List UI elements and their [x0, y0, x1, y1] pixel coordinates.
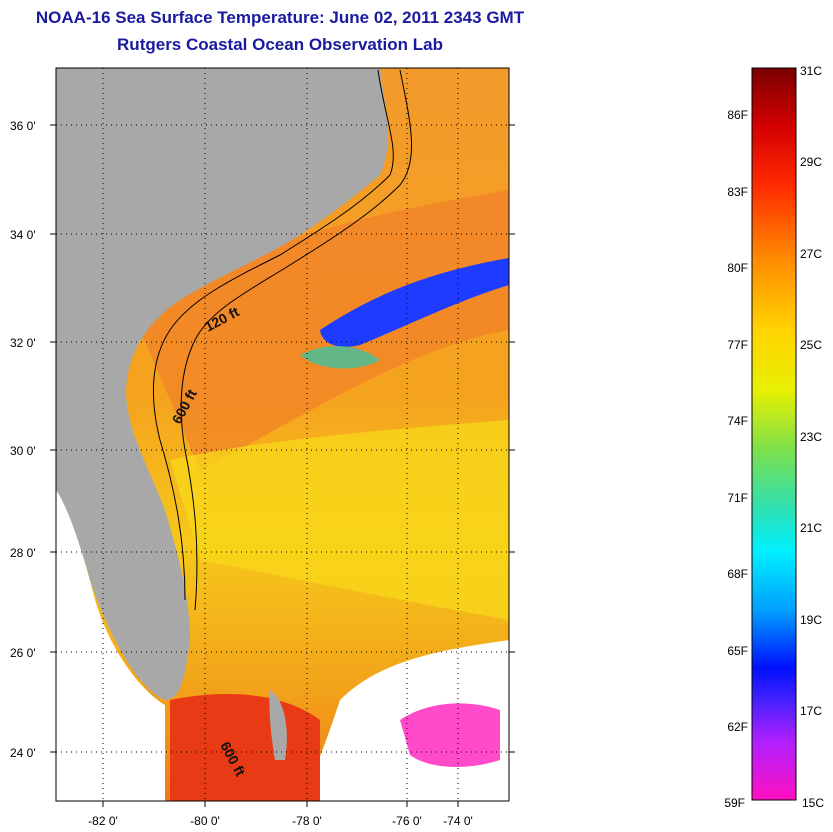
cbar-c-17: 17C [800, 704, 822, 718]
map-border [55, 67, 510, 802]
cbar-f-59: 59F [724, 796, 745, 810]
map-subtitle: Rutgers Coastal Ocean Observation Lab [117, 35, 443, 54]
cbar-f-80: 80F [727, 261, 748, 275]
lat-label-36: 36 0' [10, 119, 36, 133]
cbar-c-29: 29C [800, 155, 822, 169]
lon-label-82: -82 0' [88, 814, 118, 828]
island [269, 690, 287, 760]
cbar-f-83: 83F [727, 185, 748, 199]
lat-label-34: 34 0' [10, 228, 36, 242]
lon-label-74: -74 0' [443, 814, 473, 828]
lon-label-78: -78 0' [292, 814, 322, 828]
lat-label-32: 32 0' [10, 336, 36, 350]
colorbar [751, 67, 797, 801]
gulf-no-data [56, 490, 165, 801]
cbar-f-86: 86F [727, 108, 748, 122]
cbar-c-21: 21C [800, 521, 822, 535]
lat-label-28: 28 0' [10, 546, 36, 560]
green-patch [300, 345, 380, 369]
lon-label-80: -80 0' [190, 814, 220, 828]
cbar-f-77: 77F [727, 338, 748, 352]
cbar-c-19: 19C [800, 613, 822, 627]
map-ticks [50, 124, 515, 807]
map-grid [56, 68, 509, 801]
cbar-f-74: 74F [727, 414, 748, 428]
red-region [170, 694, 320, 801]
land-mass [56, 68, 388, 700]
cbar-f-65: 65F [727, 644, 748, 658]
contour-600ft [180, 69, 413, 611]
lat-label-30: 30 0' [10, 444, 36, 458]
yellow-region [170, 420, 509, 620]
cold-filament [320, 258, 509, 347]
cbar-c-25: 25C [800, 338, 822, 352]
cbar-f-62: 62F [727, 720, 748, 734]
map-title: NOAA-16 Sea Surface Temperature: June 02… [35, 8, 525, 27]
lon-label-76: -76 0' [392, 814, 422, 828]
sst-map: 120 ft 600 ft 600 ft [56, 68, 509, 801]
cbar-f-68: 68F [727, 567, 748, 581]
cbar-c-15: 15C [802, 796, 824, 810]
magenta-patch [400, 703, 500, 767]
contour-120ft [153, 69, 394, 601]
cbar-c-23: 23C [800, 430, 822, 444]
cbar-c-27: 27C [800, 247, 822, 261]
cbar-f-71: 71F [727, 491, 748, 505]
lat-label-24: 24 0' [10, 746, 36, 760]
cbar-c-31: 31C [800, 64, 822, 78]
lat-label-26: 26 0' [10, 646, 36, 660]
